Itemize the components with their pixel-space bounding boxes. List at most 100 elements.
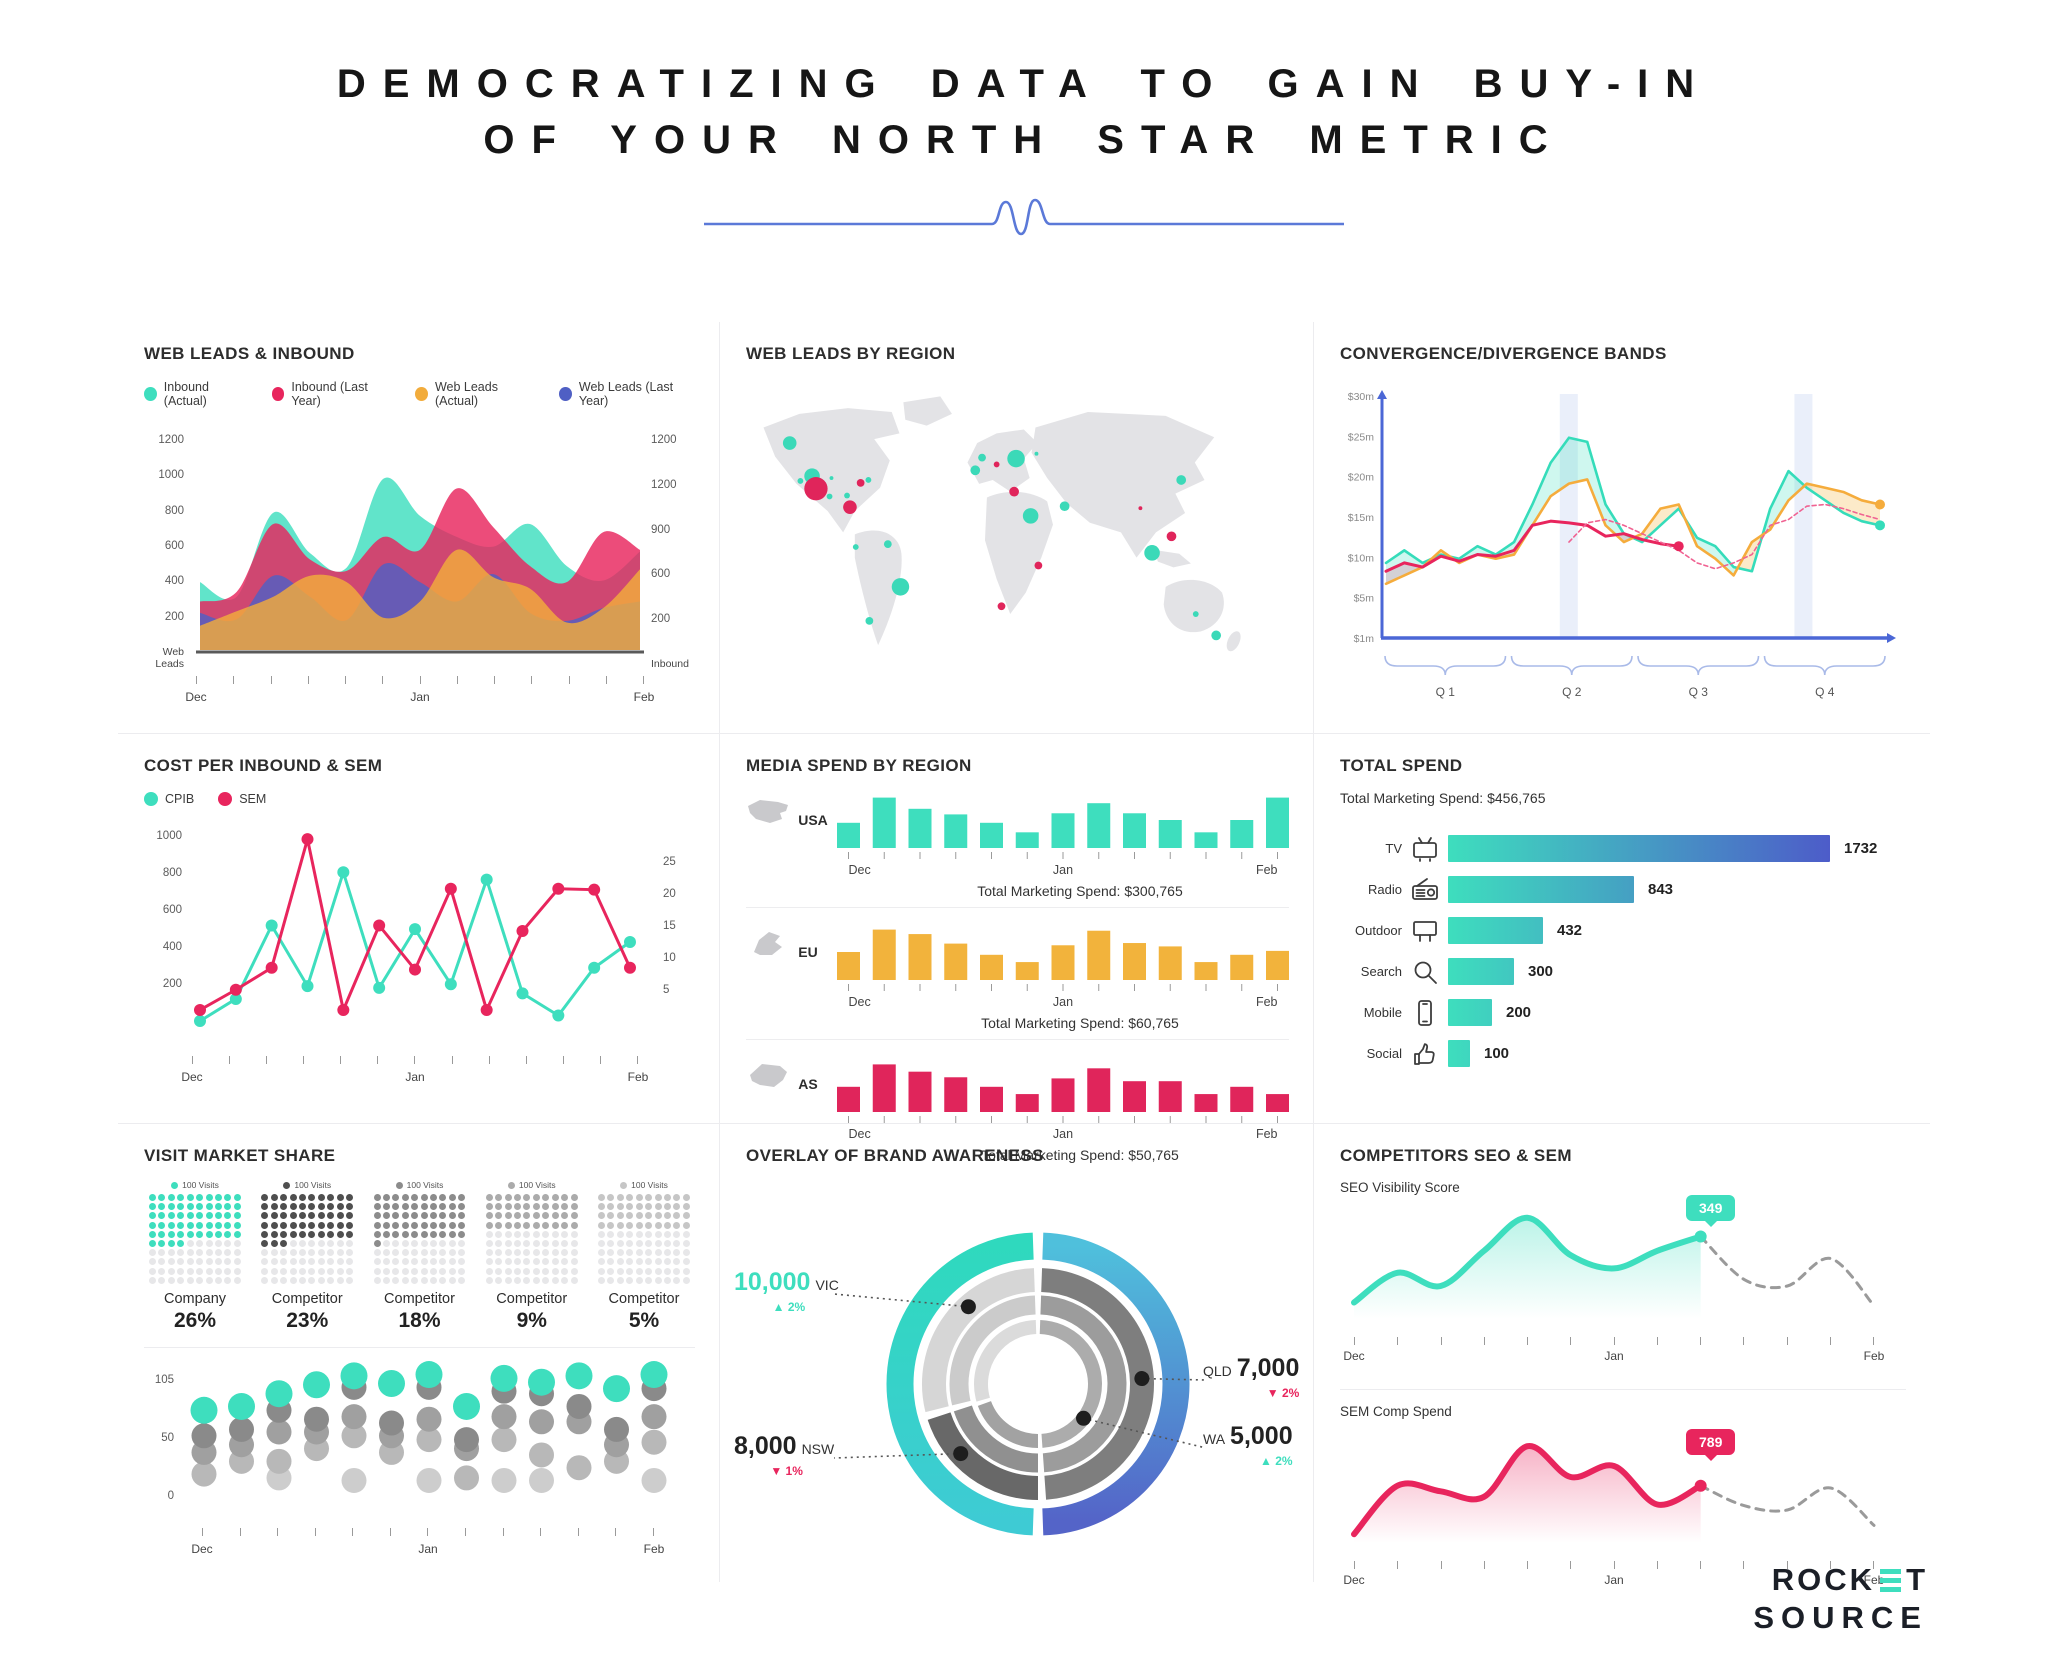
map-dot	[797, 478, 804, 484]
matrix-dot	[598, 1230, 605, 1238]
x-axis-label: Dec	[849, 995, 871, 1008]
billboard-icon	[1402, 916, 1448, 946]
quarter-braces-svg: Q 1 Q 2 Q 3 Q 4	[1384, 655, 1886, 699]
matrix-dot	[289, 1249, 297, 1257]
panel-title: VISIT MARKET SHARE	[144, 1146, 336, 1165]
bar	[1230, 954, 1254, 980]
matrix-dot	[439, 1258, 447, 1266]
tick-mark	[1829, 1561, 1831, 1569]
gray-bubble	[416, 1467, 442, 1493]
matrix-dot	[635, 1203, 643, 1211]
quarter-brace-icon	[1510, 655, 1633, 676]
matrix-dot	[233, 1212, 241, 1220]
matrix-dot	[532, 1276, 540, 1284]
matrix-dot	[280, 1221, 288, 1229]
map-dot	[1138, 506, 1143, 511]
matrix-dot	[224, 1258, 232, 1266]
axis-label: 400	[164, 575, 184, 588]
legend-dot-icon	[415, 387, 428, 401]
spend-value: 300	[1528, 963, 1554, 980]
smooth-line	[1351, 1214, 1704, 1306]
donut-callout-nsw: 8,000 NSW ▼ 1%	[734, 1432, 839, 1478]
matrix-dot	[458, 1267, 466, 1275]
x-axis-label: Feb	[1256, 995, 1278, 1008]
matrix-dot	[504, 1239, 512, 1247]
matrix-dot	[392, 1221, 400, 1229]
map-dot	[883, 540, 892, 548]
map-dot	[1022, 508, 1039, 524]
matrix-dot	[270, 1258, 278, 1266]
matrix-dot	[561, 1258, 569, 1266]
bar	[1230, 820, 1254, 848]
y-axis-right: 25 20 15 10 5	[663, 856, 693, 996]
matrix-dot	[551, 1249, 559, 1257]
legend-label: Inbound (Last Year)	[291, 380, 368, 408]
axis-label: 1000	[156, 830, 182, 842]
matrix-dot	[607, 1249, 615, 1257]
gray-bubble	[529, 1467, 554, 1493]
matrix-dot	[308, 1239, 316, 1247]
matrix-dot	[373, 1221, 381, 1229]
axis-label: 900	[651, 523, 671, 536]
bar	[944, 943, 968, 980]
matrix-dot	[682, 1258, 690, 1266]
matrix-dot	[205, 1230, 213, 1238]
matrix-dot	[673, 1258, 681, 1266]
matrix-dot	[373, 1276, 381, 1284]
matrix-dot	[224, 1239, 232, 1247]
matrix-dot	[532, 1267, 540, 1275]
x-axis-label: Feb	[1863, 1349, 1885, 1363]
x-axis-label: Feb	[643, 1541, 665, 1556]
quarter-label: Q 1	[1436, 685, 1456, 699]
matrix-dot	[663, 1249, 671, 1257]
matrix-dot	[504, 1267, 512, 1275]
callout-delta: ▼ 2%	[1266, 1386, 1300, 1400]
grid-legend: 100 Visits	[256, 1180, 358, 1190]
matrix-dot	[411, 1194, 419, 1201]
gray-bubble	[191, 1461, 217, 1487]
bar	[872, 929, 896, 980]
matrix-dot	[317, 1203, 325, 1211]
matrix-dot	[205, 1249, 213, 1257]
matrix-dot	[224, 1212, 232, 1220]
matrix-dot	[645, 1276, 653, 1284]
matrix-dot	[196, 1239, 204, 1247]
matrix-dot	[261, 1203, 269, 1211]
matrix-dot	[261, 1276, 269, 1284]
channel-label: TV	[1385, 841, 1402, 856]
gray-bubble	[641, 1467, 667, 1493]
bar	[980, 822, 1003, 848]
matrix-dot	[430, 1212, 437, 1220]
x-axis-label: Dec	[181, 1070, 203, 1084]
bar	[1194, 962, 1218, 980]
matrix-dot	[261, 1249, 269, 1257]
matrix-dot	[430, 1194, 437, 1201]
axis-label: 800	[164, 504, 184, 517]
matrix-dot	[327, 1203, 335, 1211]
tick-mark	[1483, 1337, 1485, 1345]
x-axis-label: Jan	[1053, 1127, 1073, 1140]
spend-row-mobile: Mobile 200	[1340, 992, 1906, 1033]
matrix-dot	[346, 1249, 354, 1257]
tick-mark	[599, 1056, 601, 1064]
matrix-dot	[177, 1249, 185, 1257]
legend-dot-icon	[144, 792, 158, 806]
matrix-dot	[270, 1221, 278, 1229]
quarter-label: Q 2	[1562, 685, 1582, 699]
matrix-dot	[167, 1212, 175, 1220]
matrix-dot	[401, 1239, 409, 1247]
gray-bubble	[566, 1454, 592, 1480]
y-axis-label: $15m	[1348, 512, 1375, 524]
rocketsource-logo: ROCK T SOURCE	[1753, 1562, 1928, 1636]
data-point	[373, 919, 386, 932]
radio-icon	[1402, 875, 1448, 905]
matrix-dot	[289, 1230, 297, 1238]
matrix-dot	[214, 1239, 222, 1247]
matrix-dot	[514, 1203, 521, 1211]
matrix-dot	[663, 1203, 671, 1211]
panel-title: MEDIA SPEND BY REGION	[746, 756, 972, 775]
x-axis-label: Feb	[1863, 1573, 1885, 1587]
matrix-dot	[635, 1276, 643, 1284]
matrix-dot	[167, 1194, 175, 1201]
